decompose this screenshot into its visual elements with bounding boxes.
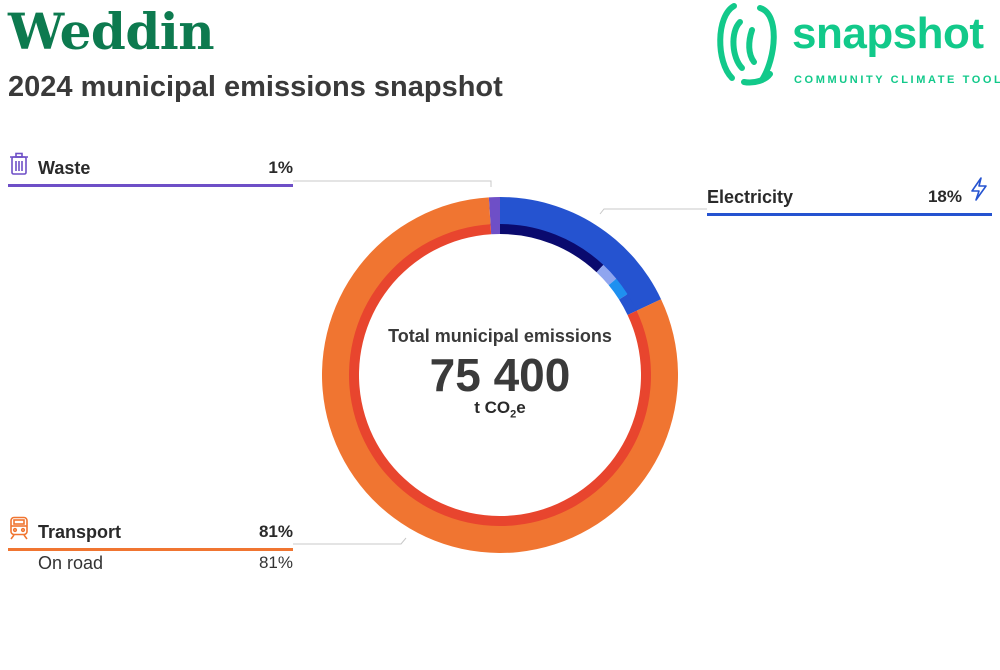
donut-slice-waste[interactable] bbox=[488, 197, 500, 226]
leader-line-waste bbox=[293, 180, 492, 187]
legend-percent-transport: 81% bbox=[258, 522, 293, 541]
logo-tagline: COMMUNITY CLIMATE TOOL bbox=[794, 74, 1000, 86]
legend-waste[interactable]: Waste 1% bbox=[8, 152, 293, 187]
legend-percent-waste: 1% bbox=[268, 158, 293, 177]
logo-wordmark: snapshot bbox=[792, 9, 984, 58]
leader-line-electricity bbox=[599, 208, 707, 215]
legend-transport[interactable]: Transport 81% bbox=[8, 516, 293, 551]
donut-slice-electricity[interactable] bbox=[500, 197, 662, 312]
legend-percent-electricity: 18% bbox=[927, 187, 962, 206]
lightning-icon bbox=[971, 177, 987, 201]
legend-electricity[interactable]: Electricity 18% bbox=[707, 177, 992, 216]
legend-subsector-on-road[interactable]: On road 81% bbox=[8, 553, 293, 577]
leader-line-transport bbox=[293, 537, 407, 545]
legend-percent-on-road: 81% bbox=[258, 553, 293, 572]
fingerprint-icon bbox=[717, 3, 777, 86]
train-icon bbox=[10, 516, 28, 540]
total-value: 75 400 bbox=[429, 349, 571, 401]
donut-subslice-electricity-3[interactable] bbox=[619, 294, 637, 315]
legend-label-waste: Waste bbox=[38, 158, 91, 178]
legend-label-transport: Transport bbox=[38, 522, 122, 542]
legend-label-electricity: Electricity bbox=[707, 187, 794, 207]
donut-subslice-waste[interactable] bbox=[490, 224, 500, 235]
snapshot-logo[interactable]: snapshot COMMUNITY CLIMATE TOOL bbox=[710, 0, 1000, 92]
legend-label-on-road: On road bbox=[38, 553, 104, 573]
donut-subslice-electricity-2[interactable] bbox=[608, 278, 628, 300]
total-label: Total municipal emissions bbox=[388, 326, 612, 346]
donut-center: Total municipal emissions 75 400 t CO2e bbox=[380, 326, 620, 420]
trash-icon bbox=[10, 152, 28, 175]
total-unit: t CO2e bbox=[474, 397, 526, 421]
legend-underline-waste bbox=[8, 184, 293, 187]
page-subtitle: 2024 municipal emissions snapshot bbox=[8, 71, 503, 103]
legend-underline-electricity bbox=[707, 213, 992, 216]
page-title: Weddin bbox=[8, 2, 215, 61]
donut-subslice-electricity-0[interactable] bbox=[500, 224, 604, 273]
legend-underline-transport bbox=[8, 548, 293, 551]
donut-subslice-electricity-1[interactable] bbox=[596, 264, 617, 286]
